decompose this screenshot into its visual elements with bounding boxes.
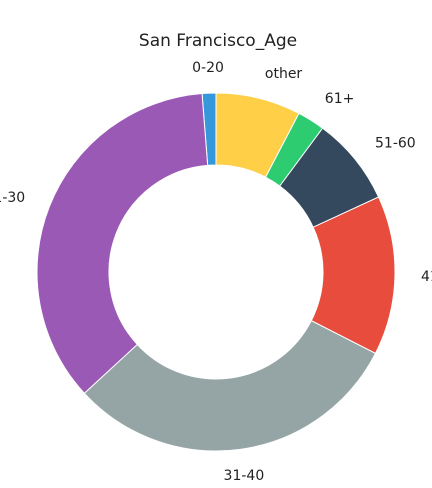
slice-31-40: [83, 319, 377, 452]
slice-21-30: [36, 93, 209, 395]
slice-label-0-20: 0-20: [192, 60, 224, 76]
label-group: 0-20 21-30 31-40 41-50 51-60 61+ other: [0, 60, 432, 484]
chart-title: San Francisco_Age: [139, 31, 297, 51]
slice-label-61+: 61+: [325, 91, 355, 107]
slice-label-41-50: 41-50: [421, 269, 432, 285]
slice-label-21-30: 21-30: [0, 190, 25, 206]
slice-label-31-40: 31-40: [224, 468, 265, 484]
slice-group: [36, 92, 396, 452]
slice-label-51-60: 51-60: [375, 136, 416, 152]
slice-other: [215, 92, 300, 178]
slice-label-other: other: [265, 66, 303, 82]
